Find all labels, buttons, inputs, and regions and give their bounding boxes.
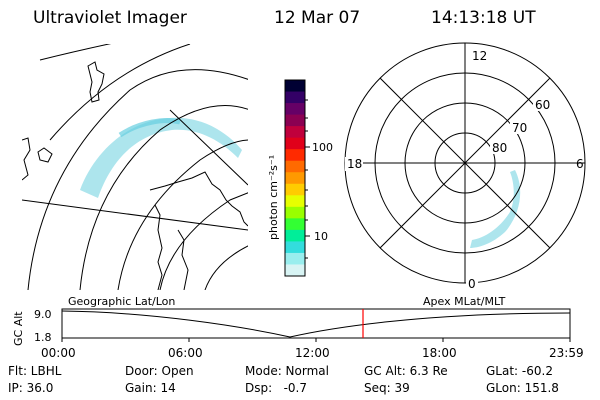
colorbar-segment <box>285 126 305 139</box>
status-ip: IP: 36.0 <box>8 381 54 395</box>
colorbar: 100 10 photon cm⁻²s⁻¹ <box>267 79 333 277</box>
mlat-label-60: 60 <box>535 98 550 112</box>
colorbar-segment <box>285 103 305 116</box>
colorbar-tick-100: 100 <box>312 141 333 154</box>
timeline-right-label: Apex MLat/MLT <box>423 295 506 308</box>
colorbar-segment <box>285 172 305 185</box>
mlt-label-12: 12 <box>472 49 487 63</box>
timeline-y-axis-label: GC Alt <box>12 311 25 346</box>
status-glon: GLon: 151.8 <box>486 381 559 395</box>
colorbar-unit-label: photon cm⁻²s⁻¹ <box>267 155 280 240</box>
colorbar-segment <box>285 91 305 104</box>
instrument-title: Ultraviolet Imager <box>33 8 187 28</box>
colorbar-segment <box>285 195 305 208</box>
mlat-label-70: 70 <box>512 121 527 135</box>
coastline-island-north <box>87 61 105 103</box>
colorbar-segment <box>285 160 305 173</box>
timeline-xtick-4: 23:59 <box>549 346 584 360</box>
date-label: 12 Mar 07 <box>274 8 361 28</box>
altitude-curve <box>61 310 571 338</box>
colorbar-segment <box>285 114 305 127</box>
colorbar-segment <box>285 218 305 231</box>
status-gc-alt: GC Alt: 6.3 Re <box>364 364 448 378</box>
polar-aurora-oval <box>470 170 521 248</box>
polar-plot: 12 18 6 0 60 70 80 <box>344 42 586 291</box>
timeline-xtick-2: 12:00 <box>295 346 330 360</box>
status-mode: Mode: Normal <box>245 364 329 378</box>
coastline-west <box>22 137 31 181</box>
timeline-xtick-0: 00:00 <box>41 346 76 360</box>
status-gain: Gain: 14 <box>125 381 176 395</box>
timeline-left-label: Geographic Lat/Lon <box>68 295 175 308</box>
coastline-south <box>149 171 248 227</box>
timeline-ytick-top: 9.0 <box>34 308 52 321</box>
colorbar-segment <box>285 137 305 150</box>
colorbar-segment <box>285 149 305 162</box>
map-aurora-oval <box>80 117 242 198</box>
status-seq: Seq: 39 <box>364 381 410 395</box>
mlt-label-6: 6 <box>576 157 584 171</box>
timeline-xtick-3: 18:00 <box>422 346 457 360</box>
colorbar-segment <box>285 264 305 277</box>
colorbar-segment <box>285 241 305 254</box>
mlat-label-80: 80 <box>492 141 507 155</box>
coastline-island-small <box>37 147 53 163</box>
altitude-timeline: Geographic Lat/Lon Apex MLat/MLT GC Alt … <box>12 295 584 360</box>
mlt-label-0: 0 <box>468 277 476 291</box>
status-door: Door: Open <box>125 364 194 378</box>
status-dsp: Dsp: -0.7 <box>245 381 308 395</box>
colorbar-segment <box>285 252 305 265</box>
colorbar-segment <box>285 80 305 93</box>
geographic-map <box>22 44 248 290</box>
timeline-ytick-bottom: 1.8 <box>34 331 52 344</box>
status-flt: Flt: LBHL <box>8 364 62 378</box>
colorbar-segment <box>285 229 305 242</box>
status-glat: GLat: -60.2 <box>486 364 553 378</box>
timeline-xtick-1: 06:00 <box>168 346 203 360</box>
time-label: 14:13:18 UT <box>431 8 536 28</box>
colorbar-tick-10: 10 <box>314 230 328 243</box>
colorbar-segment <box>285 206 305 219</box>
mlt-label-18: 18 <box>347 157 362 171</box>
colorbar-segment <box>285 183 305 196</box>
